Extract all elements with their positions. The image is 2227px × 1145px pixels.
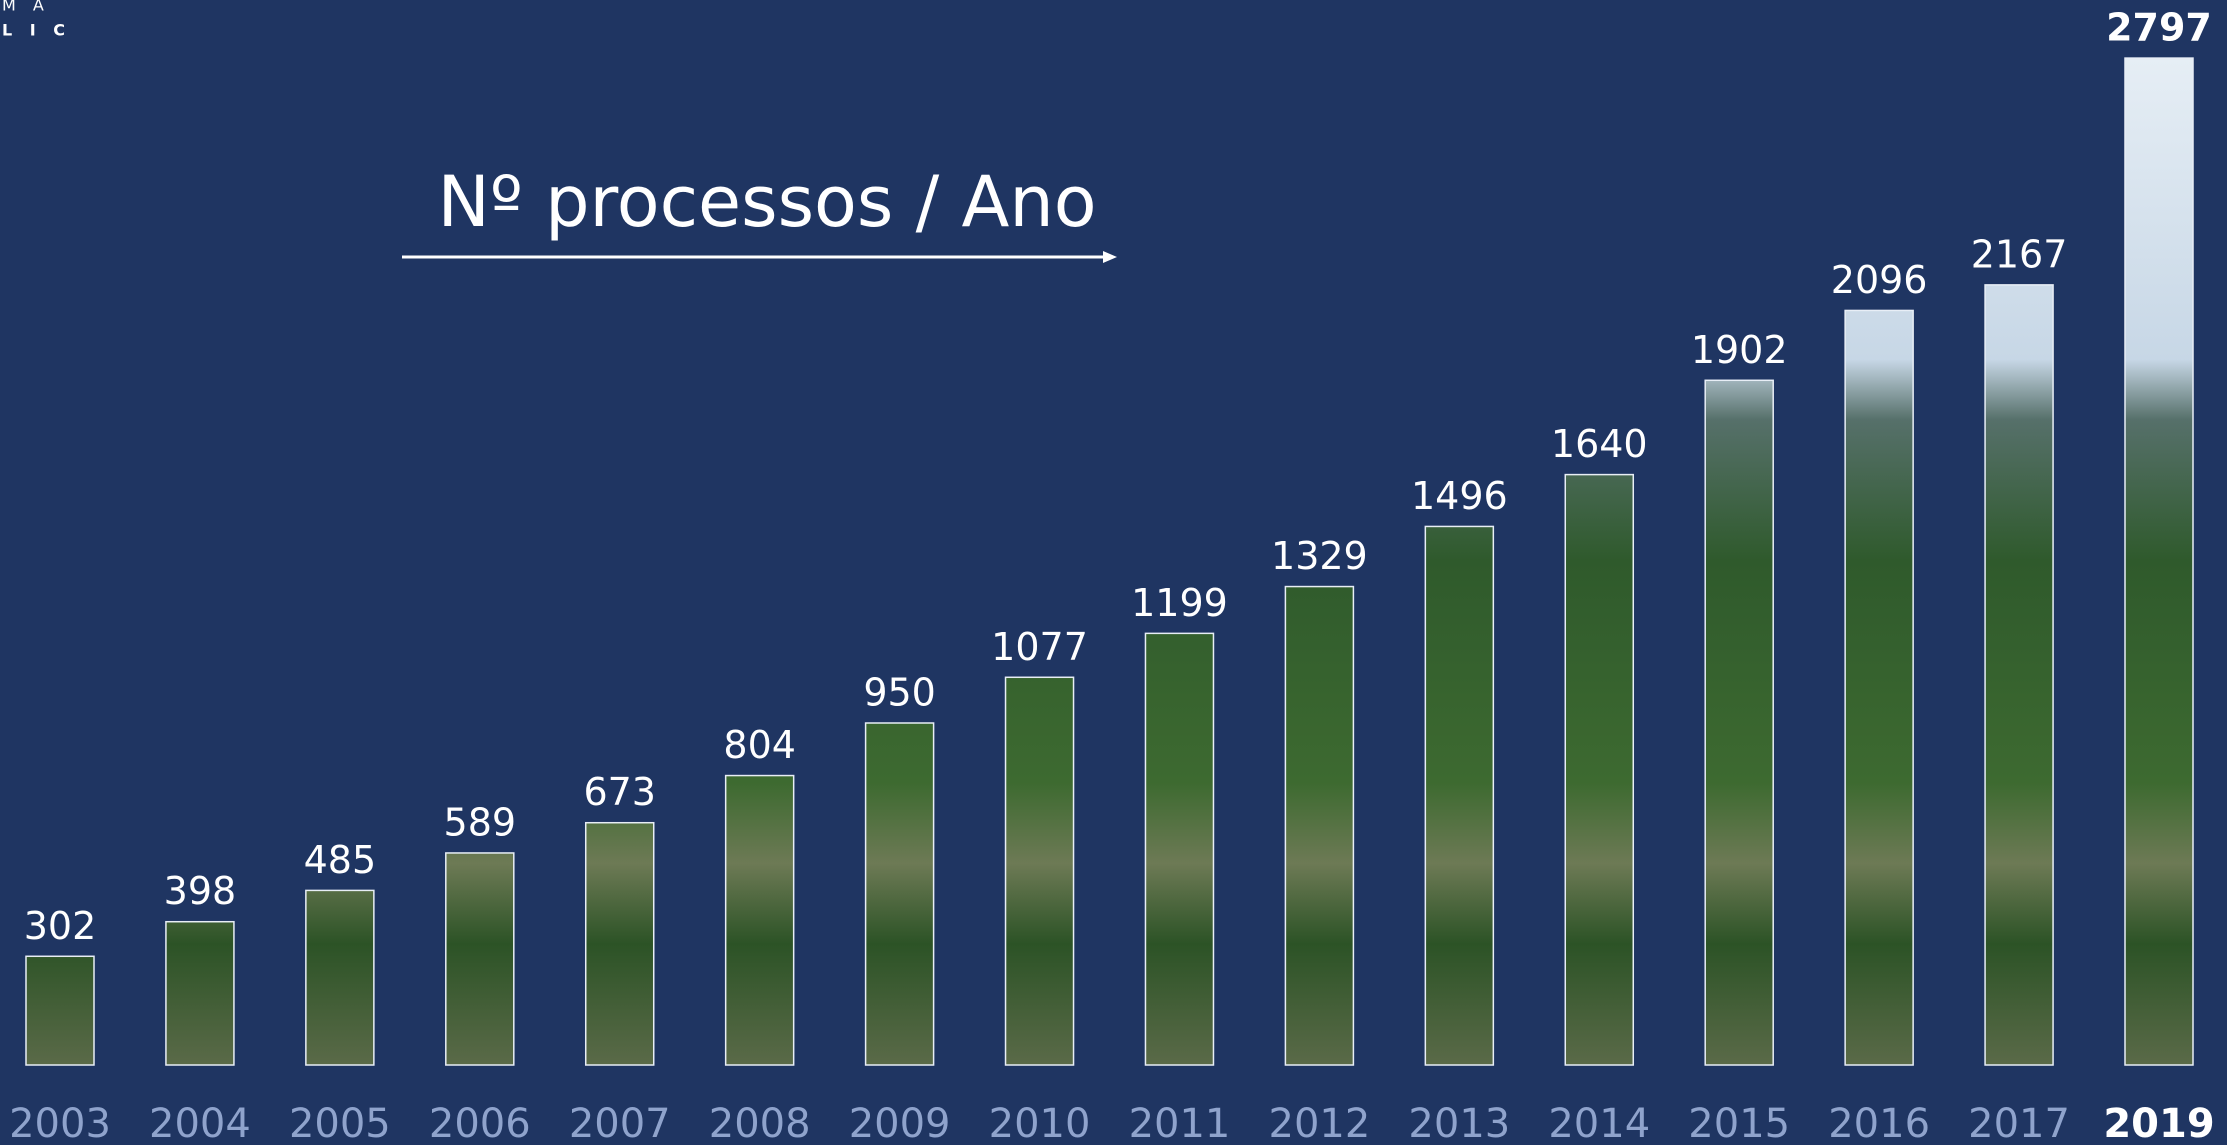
bar [2125, 58, 2193, 1065]
value-label: 804 [723, 723, 796, 767]
x-tick-label: 2015 [1688, 1101, 1790, 1145]
x-tick-label: 2011 [1129, 1101, 1231, 1145]
logo-line: M A [2, 0, 50, 15]
x-tick-label: 2013 [1408, 1101, 1510, 1145]
bar [166, 922, 234, 1065]
bar [1985, 285, 2053, 1065]
x-tick-label: 2007 [569, 1101, 671, 1145]
x-tick-label: 2008 [709, 1101, 811, 1145]
value-label: 1902 [1691, 328, 1788, 372]
bar [726, 776, 794, 1065]
value-label: 1640 [1551, 422, 1648, 466]
x-tick-label: 2005 [289, 1101, 391, 1145]
x-tick-label: 2009 [849, 1101, 951, 1145]
value-label: 398 [164, 869, 237, 913]
value-label: 302 [24, 904, 97, 948]
x-tick-label: 2014 [1548, 1101, 1650, 1145]
x-tick-label: 2003 [9, 1101, 111, 1145]
x-tick-label: 2004 [149, 1101, 251, 1145]
value-label: 485 [304, 838, 377, 882]
value-label: 950 [863, 671, 936, 715]
value-label: 589 [444, 800, 517, 844]
value-label: 2797 [2106, 6, 2212, 50]
chart-title: Nº processos / Ano [437, 161, 1096, 243]
bar [1425, 526, 1493, 1065]
bar [1145, 633, 1213, 1065]
x-tick-label: 2019 [2103, 1101, 2214, 1145]
bar [1705, 380, 1773, 1065]
x-tick-label: 2006 [429, 1101, 531, 1145]
logo-line: L I C [2, 21, 71, 40]
bar [1285, 587, 1353, 1065]
bar [306, 890, 374, 1065]
bar [866, 723, 934, 1065]
bar [586, 823, 654, 1065]
bar [1006, 677, 1074, 1065]
bar [446, 853, 514, 1065]
x-tick-label: 2010 [989, 1101, 1091, 1145]
value-label: 2167 [1971, 232, 2068, 276]
bar [1845, 310, 1913, 1065]
value-label: 1496 [1411, 474, 1508, 518]
x-tick-label: 2016 [1828, 1101, 1930, 1145]
value-label: 1077 [991, 625, 1088, 669]
x-tick-label: 2012 [1269, 1101, 1371, 1145]
bar [1565, 475, 1633, 1065]
chart: M A L I C Nº processos / Ano 302 2003 398 2… [0, 0, 2227, 1145]
value-label: 1329 [1271, 534, 1368, 578]
page: M A L I C Nº processos / Ano 302 2003 398 2… [0, 0, 2227, 1145]
bar [26, 956, 94, 1065]
x-tick-label: 2017 [1968, 1101, 2070, 1145]
value-label: 2096 [1831, 258, 1928, 302]
value-label: 673 [583, 770, 656, 814]
value-label: 1199 [1131, 581, 1228, 625]
